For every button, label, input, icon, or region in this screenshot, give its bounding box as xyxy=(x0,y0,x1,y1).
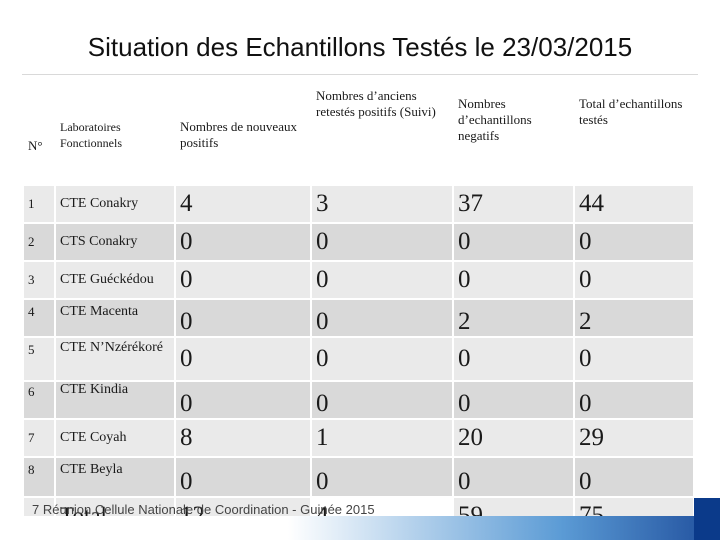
table-row: 6 CTE Kindia 0 0 0 0 xyxy=(22,380,695,420)
row-total: 0 xyxy=(573,222,695,262)
row-number: 5 xyxy=(22,336,56,382)
row-number: 4 xyxy=(22,298,56,338)
row-total: 44 xyxy=(573,184,695,224)
row-negative: 0 xyxy=(452,336,575,382)
row-new: 8 xyxy=(174,418,312,458)
row-new: 0 xyxy=(174,336,312,382)
table-row: 5 CTE N’Nzérékoré 0 0 0 0 xyxy=(22,336,695,382)
row-negative: 37 xyxy=(452,184,575,224)
row-lab: CTE Coyah xyxy=(54,418,176,458)
row-total: 0 xyxy=(573,336,695,382)
row-lab: CTE Beyla xyxy=(54,456,176,498)
row-new: 0 xyxy=(174,298,312,338)
samples-table: N° Laboratoires Fonctionnels Nombres de … xyxy=(22,84,695,536)
table-row: 1 CTE Conakry 4 3 37 44 xyxy=(22,184,695,224)
row-total: 0 xyxy=(573,456,695,498)
row-negative: 0 xyxy=(452,456,575,498)
row-retested: 0 xyxy=(310,222,454,262)
table-row: 7 CTE Coyah 8 1 20 29 xyxy=(22,418,695,458)
row-lab: CTS Conakry xyxy=(54,222,176,262)
row-number: 8 xyxy=(22,456,56,498)
row-new: 0 xyxy=(174,456,312,498)
row-new: 0 xyxy=(174,222,312,262)
row-lab: CTE Conakry xyxy=(54,184,176,224)
table-row: 8 CTE Beyla 0 0 0 0 xyxy=(22,456,695,498)
row-number: 7 xyxy=(22,418,56,458)
row-negative: 20 xyxy=(452,418,575,458)
row-retested: 0 xyxy=(310,298,454,338)
footer-accent xyxy=(694,498,720,540)
header-lab: Laboratoires Fonctionnels xyxy=(54,84,176,186)
row-lab: CTE Guéckédou xyxy=(54,260,176,300)
row-negative: 0 xyxy=(452,222,575,262)
row-total: 0 xyxy=(573,260,695,300)
footer-text: 7 Réunion Cellule Nationale de Coordinat… xyxy=(32,502,375,517)
row-new: 4 xyxy=(174,184,312,224)
table-row: 4 CTE Macenta 0 0 2 2 xyxy=(22,298,695,338)
row-negative: 0 xyxy=(452,380,575,420)
row-lab: CTE Kindia xyxy=(54,380,176,420)
row-negative: 2 xyxy=(452,298,575,338)
row-number: 3 xyxy=(22,260,56,300)
row-retested: 0 xyxy=(310,336,454,382)
row-retested: 0 xyxy=(310,380,454,420)
row-lab: CTE N’Nzérékoré xyxy=(54,336,176,382)
row-total: 29 xyxy=(573,418,695,458)
row-negative: 0 xyxy=(452,260,575,300)
row-number: 2 xyxy=(22,222,56,262)
row-retested: 1 xyxy=(310,418,454,458)
table-row: 3 CTE Guéckédou 0 0 0 0 xyxy=(22,260,695,300)
slide-title: Situation des Echantillons Testés le 23/… xyxy=(87,32,633,62)
header-negative: Nombres d’echantillons negatifs xyxy=(452,84,575,186)
row-number: 6 xyxy=(22,380,56,420)
row-new: 0 xyxy=(174,260,312,300)
row-retested: 3 xyxy=(310,184,454,224)
header-retested: Nombres d’anciens retestés positifs (Sui… xyxy=(310,84,454,186)
row-new: 0 xyxy=(174,380,312,420)
header-total: Total d’echantillons testés xyxy=(573,84,695,186)
table-header-row: N° Laboratoires Fonctionnels Nombres de … xyxy=(22,84,695,186)
table-row: 2 CTS Conakry 0 0 0 0 xyxy=(22,222,695,262)
header-new: Nombres de nouveaux positifs xyxy=(174,84,312,186)
row-lab: CTE Macenta xyxy=(54,298,176,338)
row-total: 0 xyxy=(573,380,695,420)
title-divider xyxy=(22,74,698,75)
footer-bar xyxy=(0,516,720,540)
header-n: N° xyxy=(22,84,56,186)
row-number: 1 xyxy=(22,184,56,224)
row-retested: 0 xyxy=(310,260,454,300)
row-retested: 0 xyxy=(310,456,454,498)
row-total: 2 xyxy=(573,298,695,338)
